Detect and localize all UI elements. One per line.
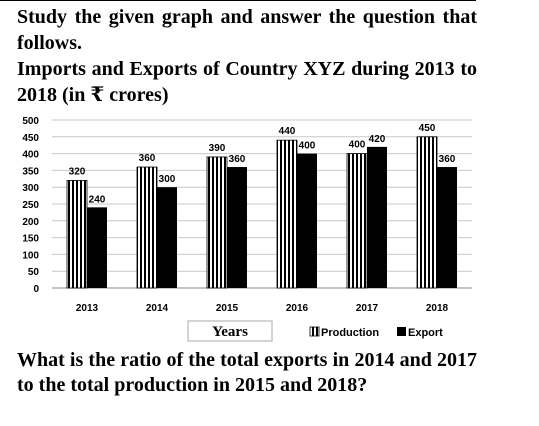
bar-production — [66, 180, 88, 289]
y-tick-label: 350 — [22, 166, 39, 177]
x-tick-label: 2015 — [216, 303, 239, 314]
y-axis-ticks: 0 50 100 150 200 250 300 350 400 450 500 — [22, 116, 39, 295]
data-label-production: 440 — [279, 126, 296, 137]
top-rule — [0, 0, 476, 1]
y-tick-label: 300 — [22, 183, 39, 194]
legend-export-swatch — [397, 327, 406, 336]
y-tick-label: 0 — [33, 284, 39, 295]
x-tick-label: 2017 — [356, 303, 379, 314]
legend-production-label: Production — [321, 327, 379, 339]
bar-production — [136, 166, 158, 289]
data-label-production: 390 — [209, 143, 226, 154]
y-tick-label: 50 — [28, 267, 40, 278]
data-label-production: 400 — [349, 140, 366, 151]
x-tick-label: 2014 — [146, 303, 169, 314]
x-axis-title: Years — [212, 324, 248, 340]
bars — [66, 136, 457, 289]
bar-export — [367, 146, 387, 288]
y-tick-label: 250 — [22, 200, 39, 211]
bar-export — [87, 207, 107, 288]
x-tick-label: 2013 — [76, 303, 99, 314]
bar-export — [437, 167, 457, 288]
data-label-export: 300 — [159, 174, 176, 185]
data-label-export: 360 — [229, 154, 246, 165]
x-axis-title-box — [187, 320, 273, 342]
y-tick-label: 200 — [22, 217, 39, 228]
data-label-production: 360 — [139, 153, 156, 164]
x-axis-ticks: 2013 2014 2015 2016 2017 2018 — [76, 303, 449, 314]
y-tick-label: 450 — [22, 133, 39, 144]
bar-export — [297, 153, 317, 288]
legend-export-label: Export — [408, 327, 443, 339]
data-label-export: 240 — [89, 194, 106, 205]
bar-chart: 0 50 100 150 200 250 300 350 400 450 500 320 240 360… — [22, 116, 472, 342]
data-label-production: 320 — [69, 166, 86, 177]
question-text: What is the ratio of the total exports i… — [17, 349, 477, 396]
chart-title: Imports and Exports of Country XYZ durin… — [17, 58, 477, 106]
bar-production — [276, 139, 298, 289]
bar-export — [157, 187, 177, 288]
data-label-export: 360 — [439, 154, 456, 165]
legend-production-swatch — [309, 326, 320, 337]
y-tick-label: 400 — [22, 150, 39, 161]
intro-text: Study the given graph and answer the que… — [17, 6, 477, 54]
grid-lines — [52, 119, 472, 289]
x-tick-label: 2016 — [286, 303, 309, 314]
data-label-export: 420 — [369, 134, 386, 145]
data-label-export: 400 — [299, 141, 316, 152]
x-tick-label: 2018 — [426, 303, 449, 314]
legend: Production Export — [309, 326, 443, 339]
y-tick-label: 100 — [22, 250, 39, 261]
bar-production — [346, 153, 368, 289]
bar-production — [416, 136, 438, 289]
y-tick-label: 150 — [22, 234, 39, 245]
y-tick-label: 500 — [22, 116, 39, 127]
data-label-production: 450 — [419, 123, 436, 134]
bar-production — [206, 156, 228, 289]
bar-export — [227, 167, 247, 288]
